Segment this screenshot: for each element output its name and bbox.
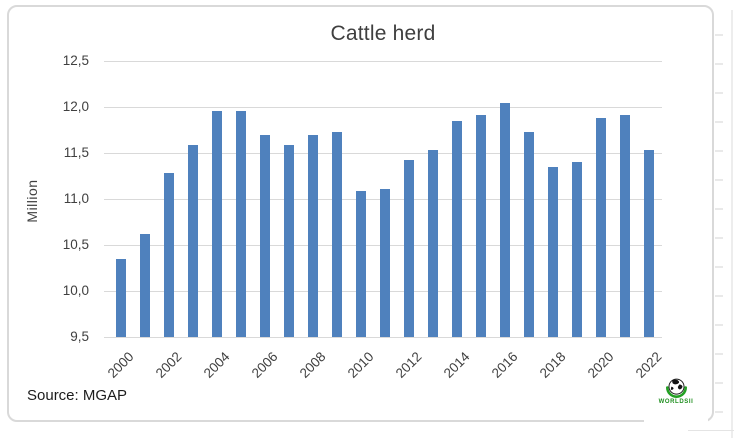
bar-2006	[259, 134, 270, 337]
y-tick-label: 11,5	[63, 145, 89, 160]
watermark-logo: WORLDSII	[644, 377, 708, 422]
bar-2009	[331, 131, 342, 337]
x-tick-label: 2002	[152, 349, 185, 381]
x-tick-label: 2016	[488, 349, 521, 381]
worksheet-row-mark	[715, 179, 723, 181]
x-axis-tick-labels: 2000 2002 2004 2006 2008 2010 2012 2014 2016 2018…	[104, 337, 664, 397]
y-tick-label: 11,0	[63, 191, 89, 206]
y-tick-label: 10,0	[62, 283, 89, 298]
worksheet-row-mark	[715, 208, 723, 210]
plot-area	[104, 61, 662, 338]
bar-2021	[619, 115, 630, 337]
bar-2000	[115, 258, 126, 337]
gridline	[104, 153, 662, 154]
worksheet-row-mark	[715, 353, 723, 355]
worksheet-row-mark	[715, 411, 723, 413]
y-tick-label: 9,5	[70, 329, 89, 344]
bar-2015	[475, 115, 486, 337]
worksheet-row-line	[688, 430, 734, 431]
y-tick-label: 12,0	[62, 99, 89, 114]
x-tick-label: 2008	[296, 349, 329, 381]
bar-2022	[643, 150, 654, 337]
x-tick-label: 2006	[248, 349, 281, 381]
worksheet-row-mark	[715, 266, 723, 268]
worksheet-row-mark	[715, 324, 723, 326]
bar-2012	[403, 160, 414, 337]
worksheet-column-line	[731, 10, 733, 438]
watermark-text: WORLDSII	[658, 399, 694, 405]
y-tick-label: 10,5	[62, 237, 89, 252]
x-tick-label: 2010	[344, 349, 377, 381]
worksheet-row-mark	[715, 63, 723, 65]
y-axis-title: Million	[24, 179, 40, 223]
gridline	[104, 337, 662, 338]
bar-2007	[283, 144, 294, 337]
worksheet-row-mark	[715, 295, 723, 297]
worksheet-row-mark	[715, 34, 723, 36]
bar-2003	[187, 144, 198, 337]
worksheet-row-mark	[715, 237, 723, 239]
worksheet-row-mark	[715, 92, 723, 94]
bar-2005	[235, 110, 246, 337]
bar-2004	[211, 110, 222, 337]
x-tick-label: 2014	[440, 349, 473, 381]
bar-2013	[427, 150, 438, 337]
worksheet-row-mark	[715, 150, 723, 152]
bar-2016	[499, 103, 510, 337]
x-tick-label: 2020	[584, 349, 617, 381]
bar-2011	[379, 188, 390, 337]
x-tick-label: 2018	[536, 349, 569, 381]
globe-icon	[665, 377, 687, 398]
source-note: Source: MGAP	[27, 387, 128, 404]
y-axis-tick-labels: 12,5 12,0 11,5 11,0 10,5 10,0 9,5	[40, 53, 89, 344]
bar-2002	[163, 173, 174, 337]
chart-title: Cattle herd	[330, 22, 436, 45]
gridline	[104, 107, 662, 108]
y-tick-label: 12,5	[62, 53, 89, 68]
bar-2020	[595, 118, 606, 337]
bar-2010	[355, 190, 366, 337]
x-tick-label: 2000	[104, 349, 137, 381]
bar-2001	[139, 233, 150, 337]
bar-2008	[307, 134, 318, 337]
x-tick-label: 2004	[200, 349, 233, 381]
bar-2017	[523, 131, 534, 337]
bar-2018	[547, 166, 558, 337]
worksheet-row-mark	[715, 121, 723, 123]
bar-2019	[571, 162, 582, 337]
gridline	[104, 61, 662, 62]
bar-2014	[451, 120, 462, 337]
x-tick-label: 2012	[392, 349, 425, 381]
worksheet-row-mark	[715, 382, 723, 384]
